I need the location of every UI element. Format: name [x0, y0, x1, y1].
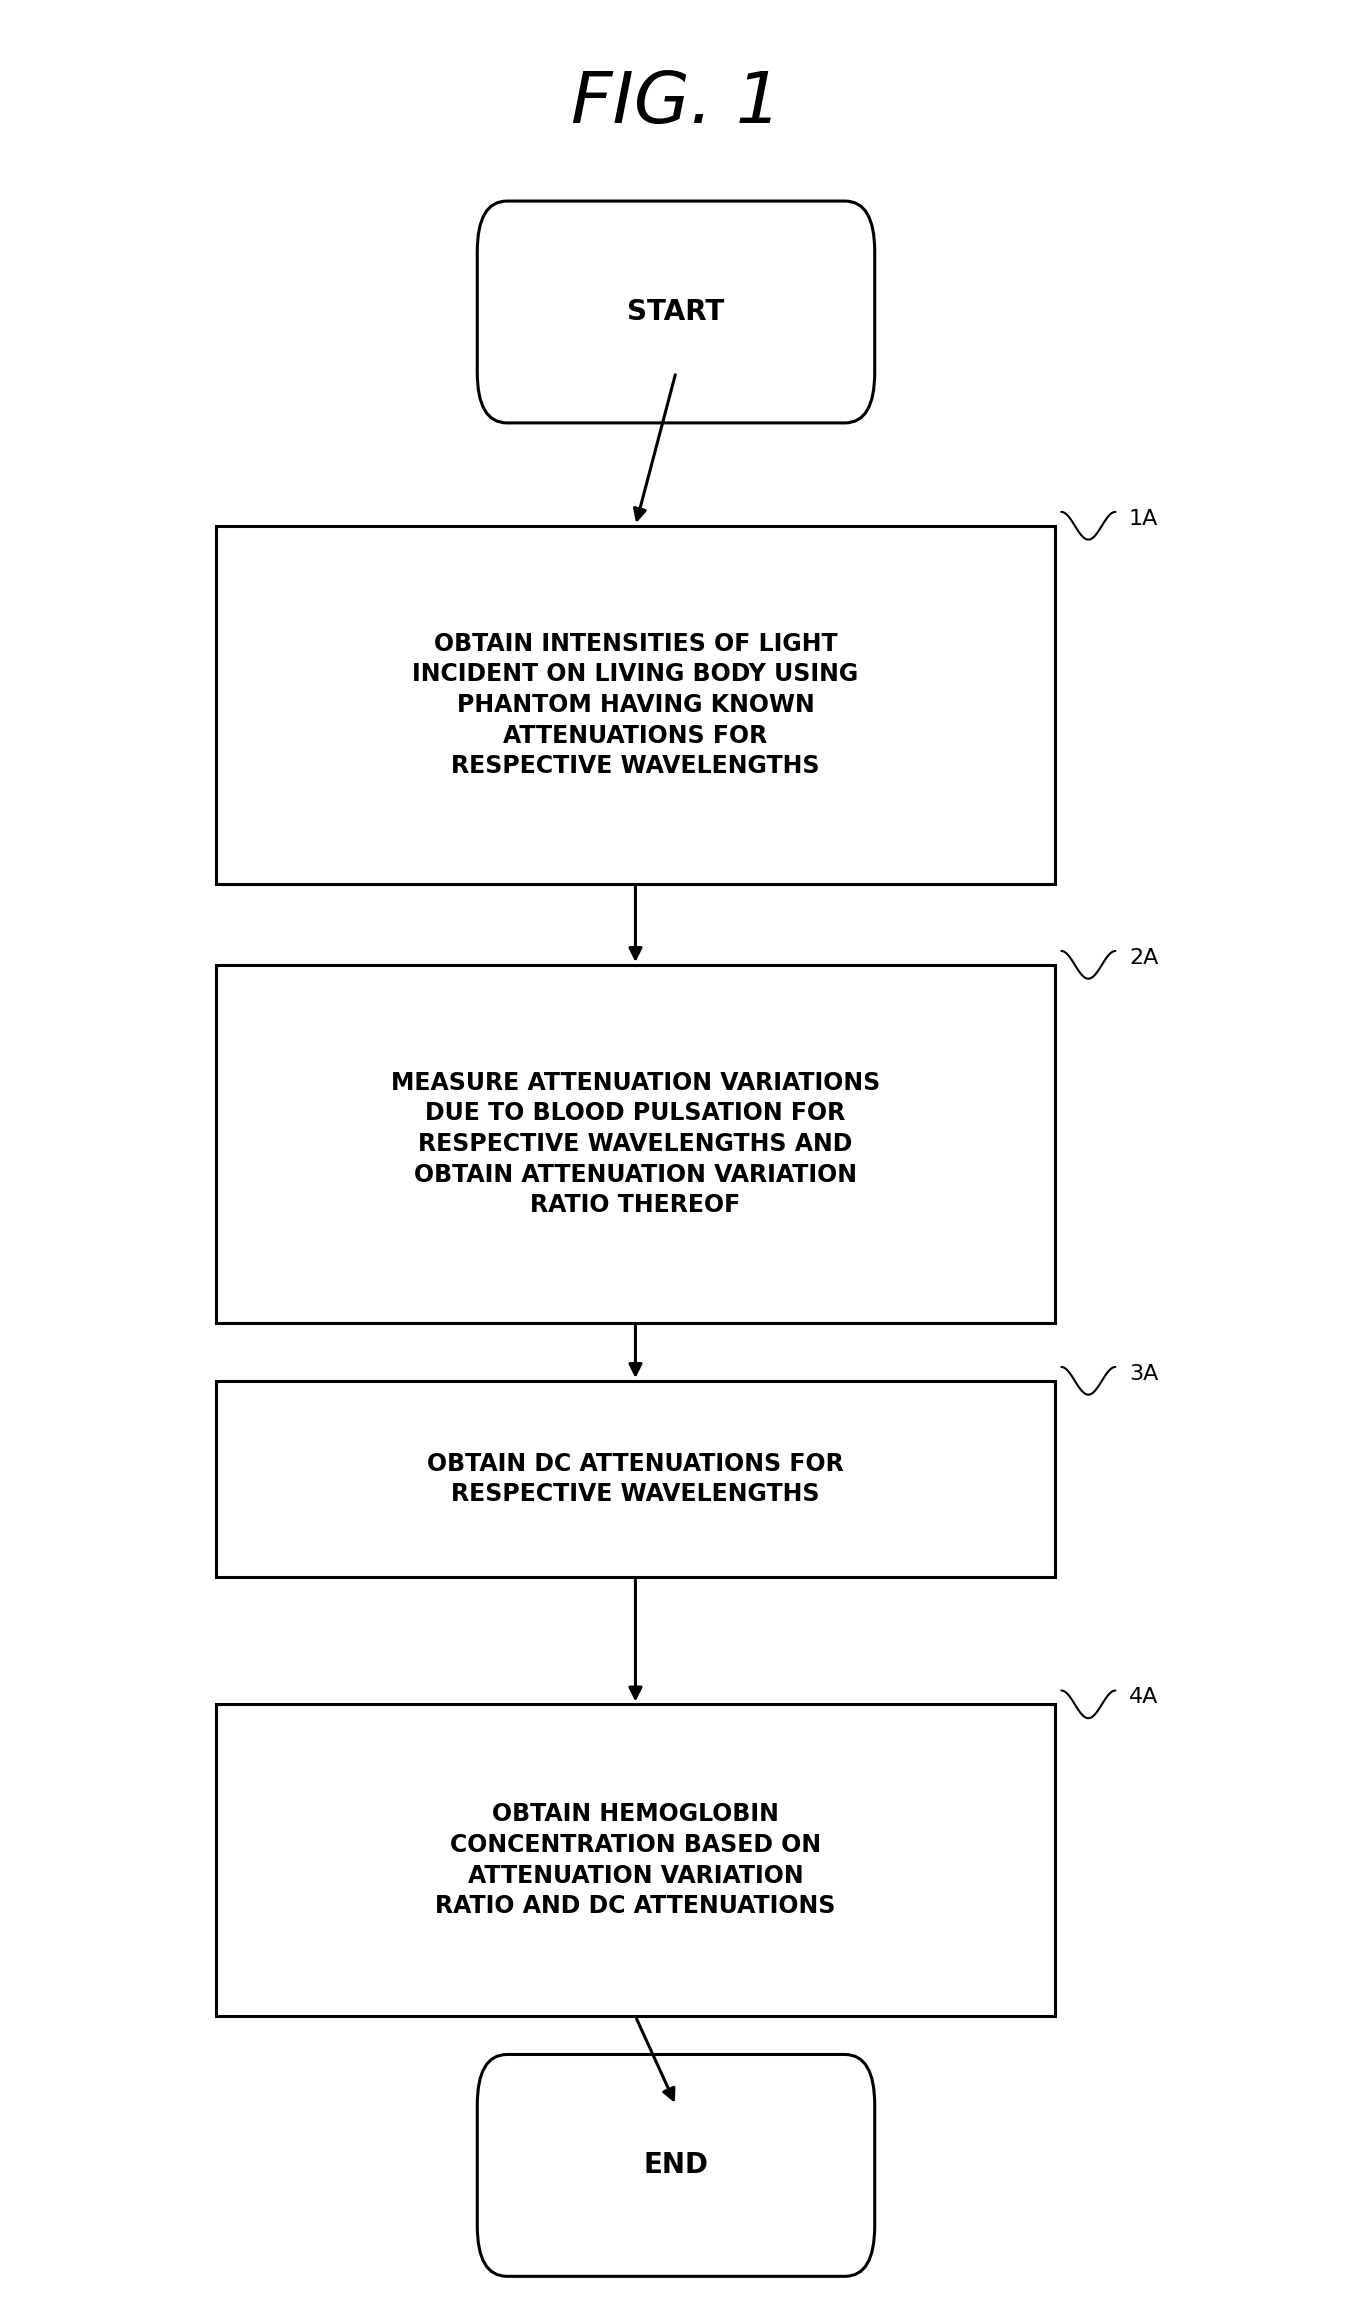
Bar	[216, 966, 1055, 1322]
Bar	[216, 1706, 1055, 2015]
Text: OBTAIN DC ATTENUATIONS FOR
RESPECTIVE WAVELENGTHS: OBTAIN DC ATTENUATIONS FOR RESPECTIVE WA…	[427, 1451, 844, 1507]
Text: OBTAIN HEMOGLOBIN
CONCENTRATION BASED ON
ATTENUATION VARIATION
RATIO AND DC ATTE: OBTAIN HEMOGLOBIN CONCENTRATION BASED ON…	[435, 1803, 836, 1918]
Bar	[216, 1380, 1055, 1576]
Text: MEASURE ATTENUATION VARIATIONS
DUE TO BLOOD PULSATION FOR
RESPECTIVE WAVELENGTHS: MEASURE ATTENUATION VARIATIONS DUE TO BL…	[391, 1070, 880, 1218]
Text: 2A: 2A	[1129, 948, 1159, 968]
Bar	[216, 527, 1055, 885]
Text: END: END	[644, 2152, 708, 2179]
Text: 1A: 1A	[1129, 508, 1159, 529]
Text: START: START	[627, 298, 725, 326]
Text: 3A: 3A	[1129, 1363, 1159, 1384]
FancyBboxPatch shape	[477, 201, 875, 423]
Text: OBTAIN INTENSITIES OF LIGHT
INCIDENT ON LIVING BODY USING
PHANTOM HAVING KNOWN
A: OBTAIN INTENSITIES OF LIGHT INCIDENT ON …	[412, 631, 859, 779]
FancyBboxPatch shape	[477, 2054, 875, 2276]
Text: 4A: 4A	[1129, 1687, 1159, 1708]
Text: FIG. 1: FIG. 1	[571, 69, 781, 139]
